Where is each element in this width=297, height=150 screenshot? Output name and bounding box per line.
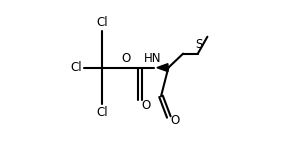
Text: Cl: Cl	[96, 16, 108, 29]
Text: O: O	[171, 114, 180, 127]
Text: O: O	[122, 52, 131, 64]
Text: S: S	[195, 38, 202, 51]
Text: Cl: Cl	[71, 61, 83, 74]
Text: HN: HN	[143, 52, 161, 64]
Text: Cl: Cl	[96, 106, 108, 119]
Text: O: O	[141, 99, 150, 112]
Polygon shape	[157, 64, 168, 72]
